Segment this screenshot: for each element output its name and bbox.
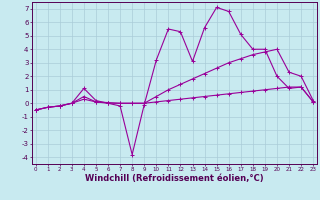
X-axis label: Windchill (Refroidissement éolien,°C): Windchill (Refroidissement éolien,°C): [85, 174, 264, 183]
